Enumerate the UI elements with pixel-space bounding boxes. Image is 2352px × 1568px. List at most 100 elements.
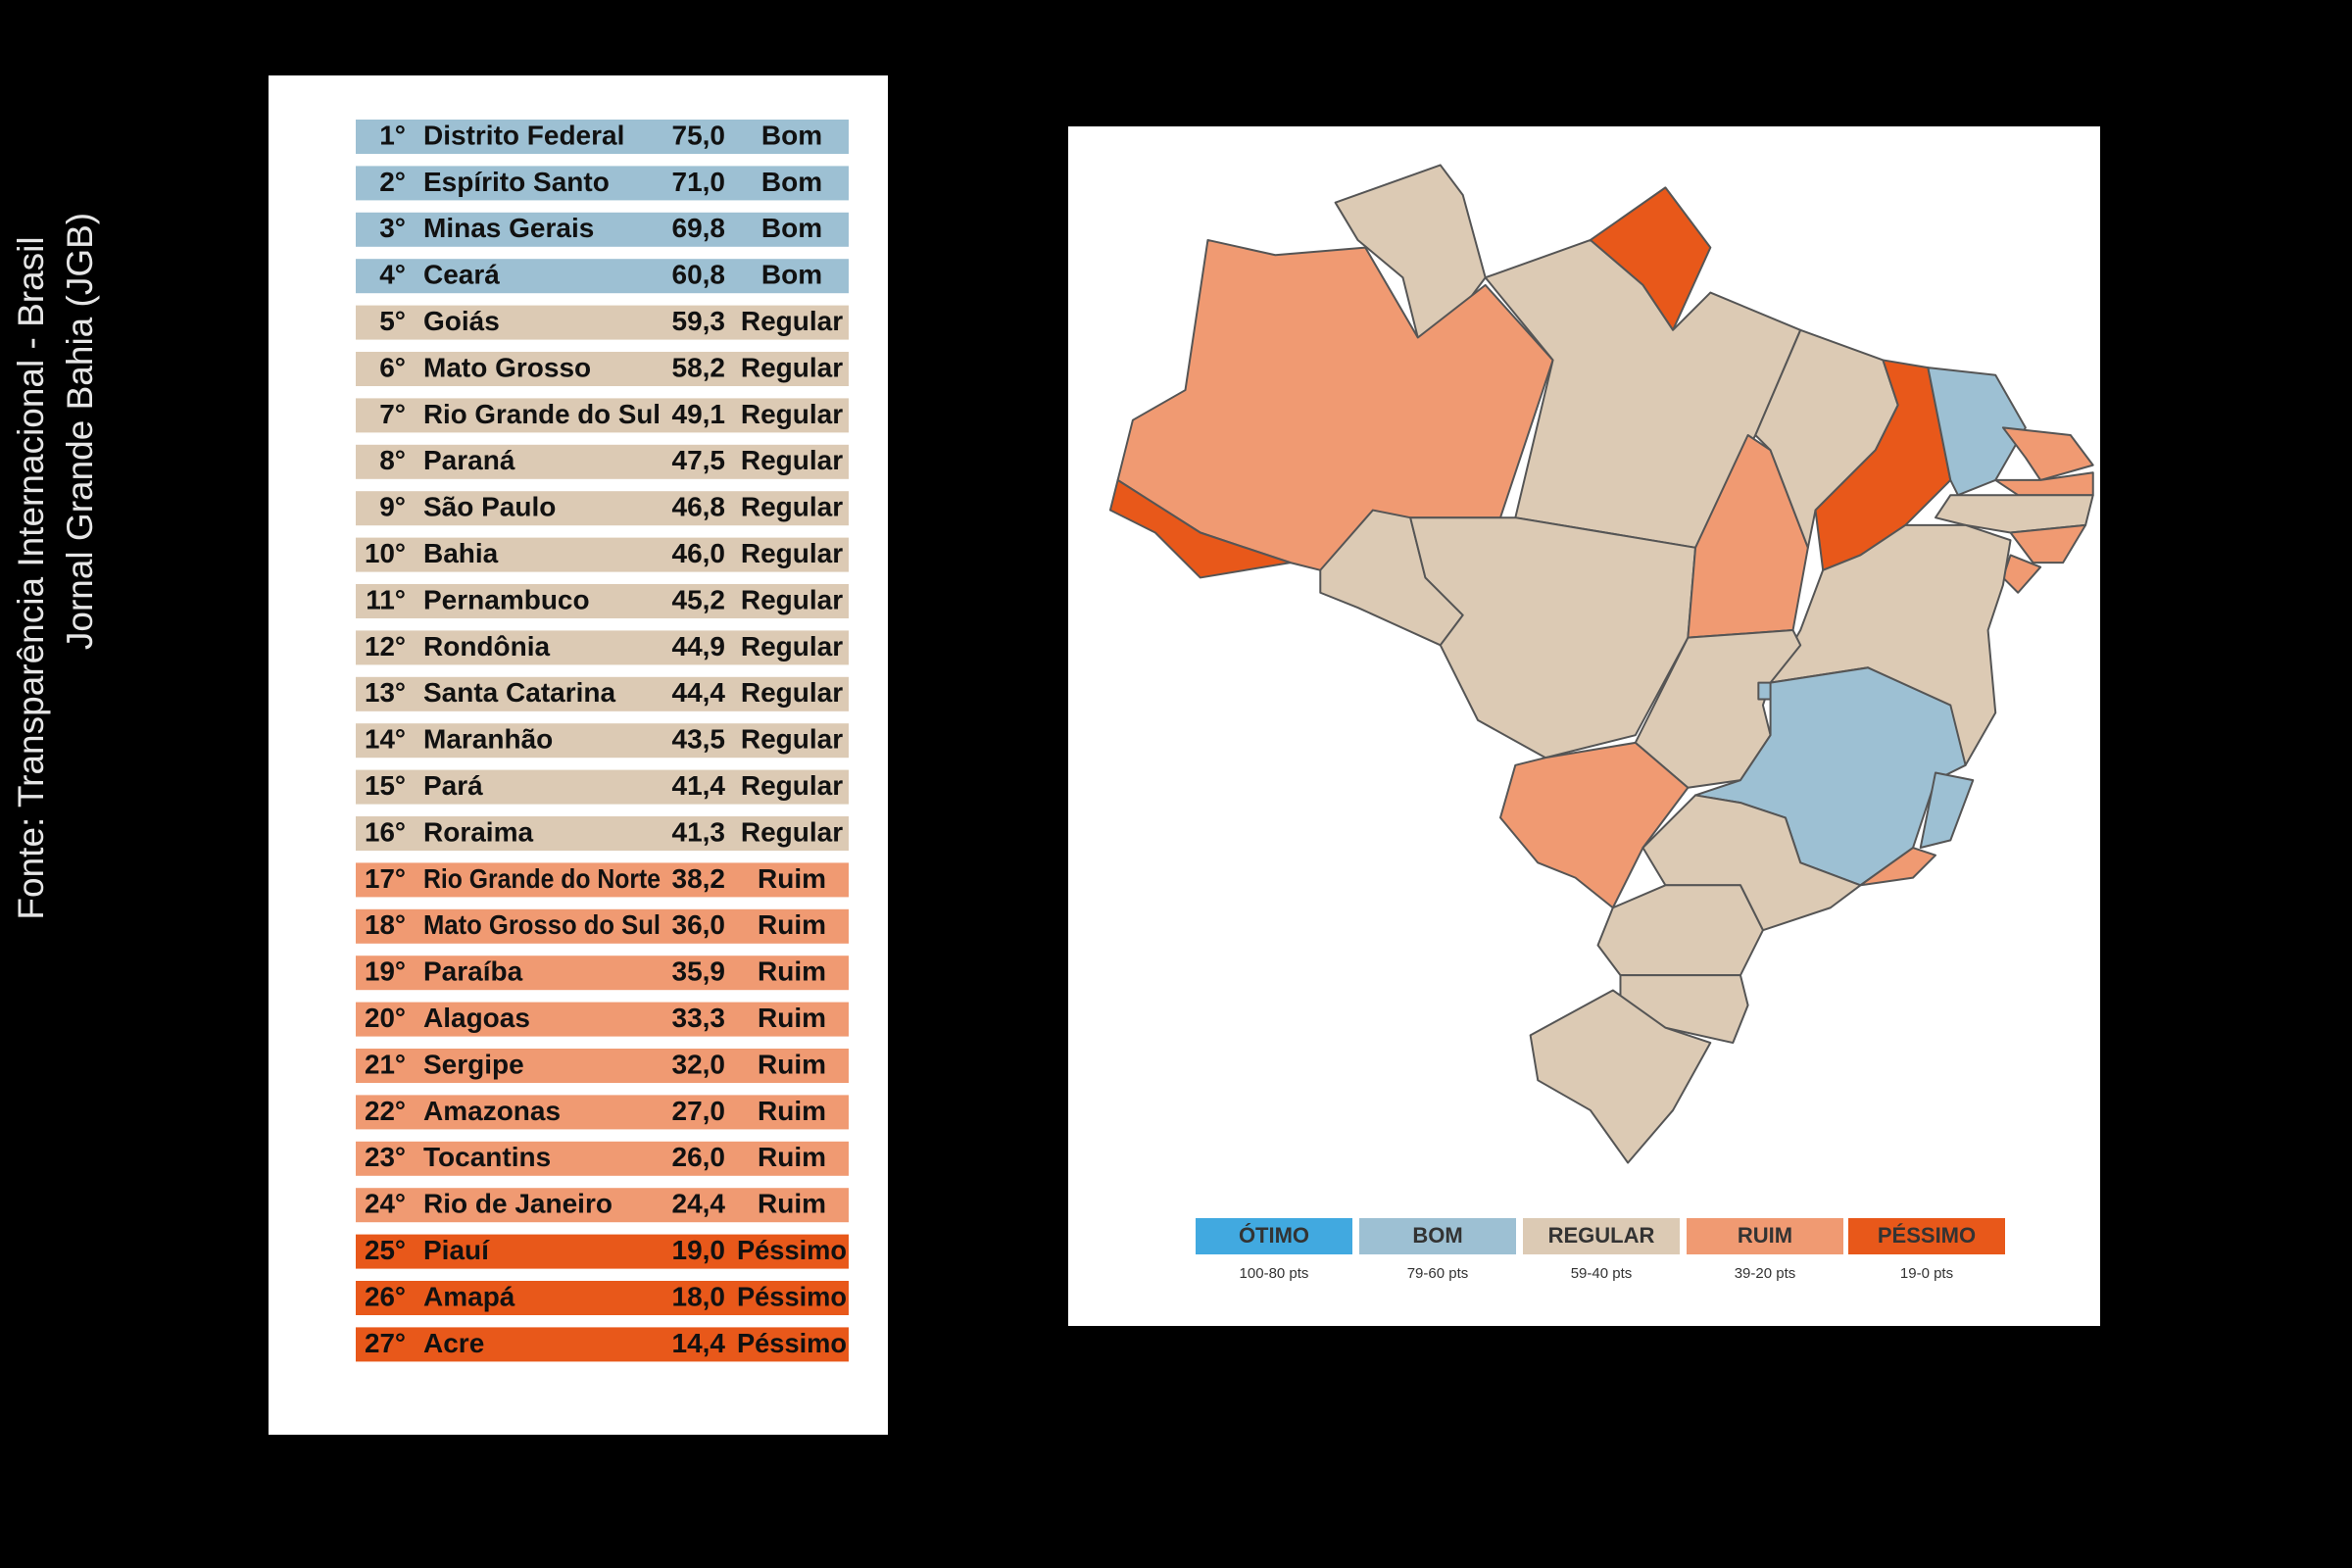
state-name: Roraima bbox=[423, 816, 533, 847]
rating: Ruim bbox=[758, 1096, 826, 1126]
rank: 16° bbox=[365, 816, 406, 847]
score: 41,3 bbox=[672, 816, 726, 847]
table-row bbox=[356, 584, 849, 618]
rating: Péssimo bbox=[737, 1328, 847, 1358]
table-row bbox=[356, 537, 849, 572]
score: 75,0 bbox=[672, 120, 726, 150]
rating: Regular bbox=[741, 677, 843, 708]
rank: 15° bbox=[365, 770, 406, 801]
rank: 12° bbox=[365, 631, 406, 662]
table-row bbox=[356, 212, 849, 247]
legend-range: 79-60 pts bbox=[1407, 1265, 1469, 1282]
rating: Regular bbox=[741, 399, 843, 429]
state-name: Acre bbox=[423, 1328, 484, 1358]
score: 49,1 bbox=[672, 399, 726, 429]
state-name: Ceará bbox=[423, 260, 500, 290]
rating: Ruim bbox=[758, 1049, 826, 1079]
rating: Bom bbox=[761, 120, 822, 150]
state-name: Alagoas bbox=[423, 1003, 530, 1033]
rank: 8° bbox=[379, 445, 406, 475]
legend-swatch bbox=[1196, 1218, 1352, 1254]
legend-swatch bbox=[1687, 1218, 1843, 1254]
state-espirito-santo bbox=[1919, 771, 1975, 850]
legend-swatch bbox=[1848, 1218, 2005, 1254]
state-name: Bahia bbox=[423, 538, 499, 568]
table-row bbox=[356, 1188, 849, 1223]
state-name: Sergipe bbox=[423, 1049, 524, 1079]
score: 60,8 bbox=[672, 260, 726, 290]
state-rio-de-janeiro bbox=[1859, 847, 1936, 887]
state-name: Maranhão bbox=[423, 724, 553, 755]
score: 69,8 bbox=[672, 213, 726, 243]
table-row bbox=[356, 1234, 849, 1269]
state-name: Goiás bbox=[423, 306, 500, 336]
state-name: Mato Grosso bbox=[423, 352, 591, 382]
legend-swatch bbox=[1523, 1218, 1680, 1254]
score: 36,0 bbox=[672, 909, 726, 940]
state-acre bbox=[1108, 478, 1292, 579]
rating: Bom bbox=[761, 167, 822, 197]
score: 59,3 bbox=[672, 306, 726, 336]
table-row bbox=[356, 630, 849, 665]
rank: 19° bbox=[365, 956, 406, 987]
state-rio-grande-do-sul bbox=[1529, 989, 1712, 1164]
state-name: Rio Grande do Norte bbox=[423, 863, 661, 894]
state-rio-grande-do-norte bbox=[2001, 426, 2094, 481]
table-row bbox=[356, 1327, 849, 1362]
rating: Regular bbox=[741, 352, 843, 382]
rank: 23° bbox=[365, 1142, 406, 1172]
table-row bbox=[356, 676, 849, 711]
table-row bbox=[356, 491, 849, 526]
state-name: Mato Grosso do Sul bbox=[423, 909, 661, 940]
state-name: Pará bbox=[423, 770, 483, 801]
table-row bbox=[356, 908, 849, 944]
legend-label: PÉSSIMO bbox=[1878, 1223, 1976, 1248]
rating: Regular bbox=[741, 492, 843, 522]
rating: Regular bbox=[741, 306, 843, 336]
state-name: Paraíba bbox=[423, 956, 523, 987]
rating: Regular bbox=[741, 631, 843, 662]
table-row bbox=[356, 1049, 849, 1083]
rank: 21° bbox=[365, 1049, 406, 1079]
table-row bbox=[356, 956, 849, 991]
state-paraiba bbox=[1994, 471, 2094, 497]
state-name: São Paulo bbox=[423, 492, 556, 522]
state-name: Rio de Janeiro bbox=[423, 1189, 612, 1219]
state-name: Pernambuco bbox=[423, 584, 590, 614]
table-row bbox=[356, 769, 849, 805]
score: 44,4 bbox=[672, 677, 726, 708]
rank: 24° bbox=[365, 1189, 406, 1219]
score: 44,9 bbox=[672, 631, 726, 662]
rating: Bom bbox=[761, 260, 822, 290]
legend-range: 39-20 pts bbox=[1735, 1265, 1796, 1282]
table-row bbox=[356, 444, 849, 479]
rank: 2° bbox=[379, 167, 406, 197]
rating: Regular bbox=[741, 445, 843, 475]
score: 43,5 bbox=[672, 724, 726, 755]
rating: Regular bbox=[741, 816, 843, 847]
score: 14,4 bbox=[672, 1328, 726, 1358]
rank: 20° bbox=[365, 1003, 406, 1033]
score: 46,0 bbox=[672, 538, 726, 568]
legend-label: ÓTIMO bbox=[1239, 1223, 1309, 1248]
state-name: Tocantins bbox=[423, 1142, 551, 1172]
score: 18,0 bbox=[672, 1281, 726, 1311]
map-legend: ÓTIMO 100-80 pts BOM 79-60 pts REGULAR 59-40 … bbox=[1196, 1218, 2005, 1282]
state-alagoas bbox=[2009, 523, 2087, 564]
rating: Péssimo bbox=[737, 1281, 847, 1311]
rank: 13° bbox=[365, 677, 406, 708]
legend-label: RUIM bbox=[1738, 1223, 1792, 1248]
rank: 14° bbox=[365, 724, 406, 755]
legend-range: 19-0 pts bbox=[1900, 1265, 1953, 1282]
rating: Regular bbox=[741, 770, 843, 801]
table-row bbox=[356, 1281, 849, 1315]
table-row bbox=[356, 1095, 849, 1130]
rank: 4° bbox=[379, 260, 406, 290]
rank: 26° bbox=[365, 1281, 406, 1311]
state-name: Paraná bbox=[423, 445, 515, 475]
rating: Ruim bbox=[758, 1003, 826, 1033]
score: 45,2 bbox=[672, 584, 726, 614]
state-name: Espírito Santo bbox=[423, 167, 610, 197]
state-name: Rondônia bbox=[423, 631, 551, 662]
